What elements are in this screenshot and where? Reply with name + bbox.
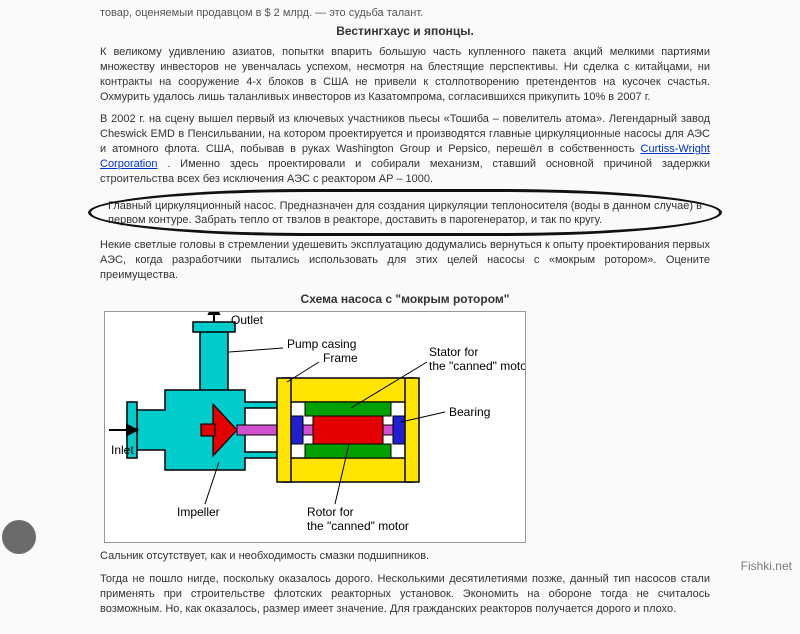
section-heading: Вестингхаус и японцы. (100, 23, 710, 39)
label-outlet: Outlet (231, 313, 264, 327)
diagram-caption: Сальник отсутствует, как и необходимость… (100, 549, 710, 564)
label-rotor-1: Rotor for (307, 505, 354, 519)
paragraph-3: Некие светлые головы в стремлении удешев… (100, 238, 710, 283)
label-rotor-2: the "canned" motor (307, 519, 409, 533)
pump-diagram: Outlet Inlet Pump casing Frame Stator fo… (104, 311, 526, 543)
label-stator-2: the "canned" motor (429, 359, 525, 373)
label-bearing: Bearing (449, 405, 490, 419)
label-inlet: Inlet (111, 443, 134, 457)
circled-text: Главный циркуляционный насос. Предназнач… (100, 195, 710, 233)
highlighted-paragraph: Главный циркуляционный насос. Предназнач… (100, 195, 710, 233)
article-body: товар, оценяемыи продавцом в $ 2 млрд. —… (0, 0, 800, 634)
label-frame: Frame (323, 351, 358, 365)
paragraph-1: К великому удивлению азиатов, попытки вп… (100, 45, 710, 104)
label-pump-casing: Pump casing (287, 337, 356, 351)
paragraph-4: Тогда не пошло нигде, поскольку оказалос… (100, 572, 710, 617)
scroll-top-button[interactable] (2, 520, 36, 554)
paragraph-2: В 2002 г. на сцену вышел первый из ключе… (100, 112, 710, 186)
paragraph-2-a: В 2002 г. на сцену вышел первый из ключе… (100, 113, 710, 155)
watermark: Fishki.net (741, 558, 792, 574)
top-cutoff-line: товар, оценяемыи продавцом в $ 2 млрд. —… (100, 6, 710, 21)
label-impeller: Impeller (177, 505, 220, 519)
paragraph-2-b: . Именно здесь проектировали и собирали … (100, 158, 710, 185)
diagram-title: Схема насоса с "мокрым ротором" (100, 291, 710, 307)
label-stator-1: Stator for (429, 345, 478, 359)
